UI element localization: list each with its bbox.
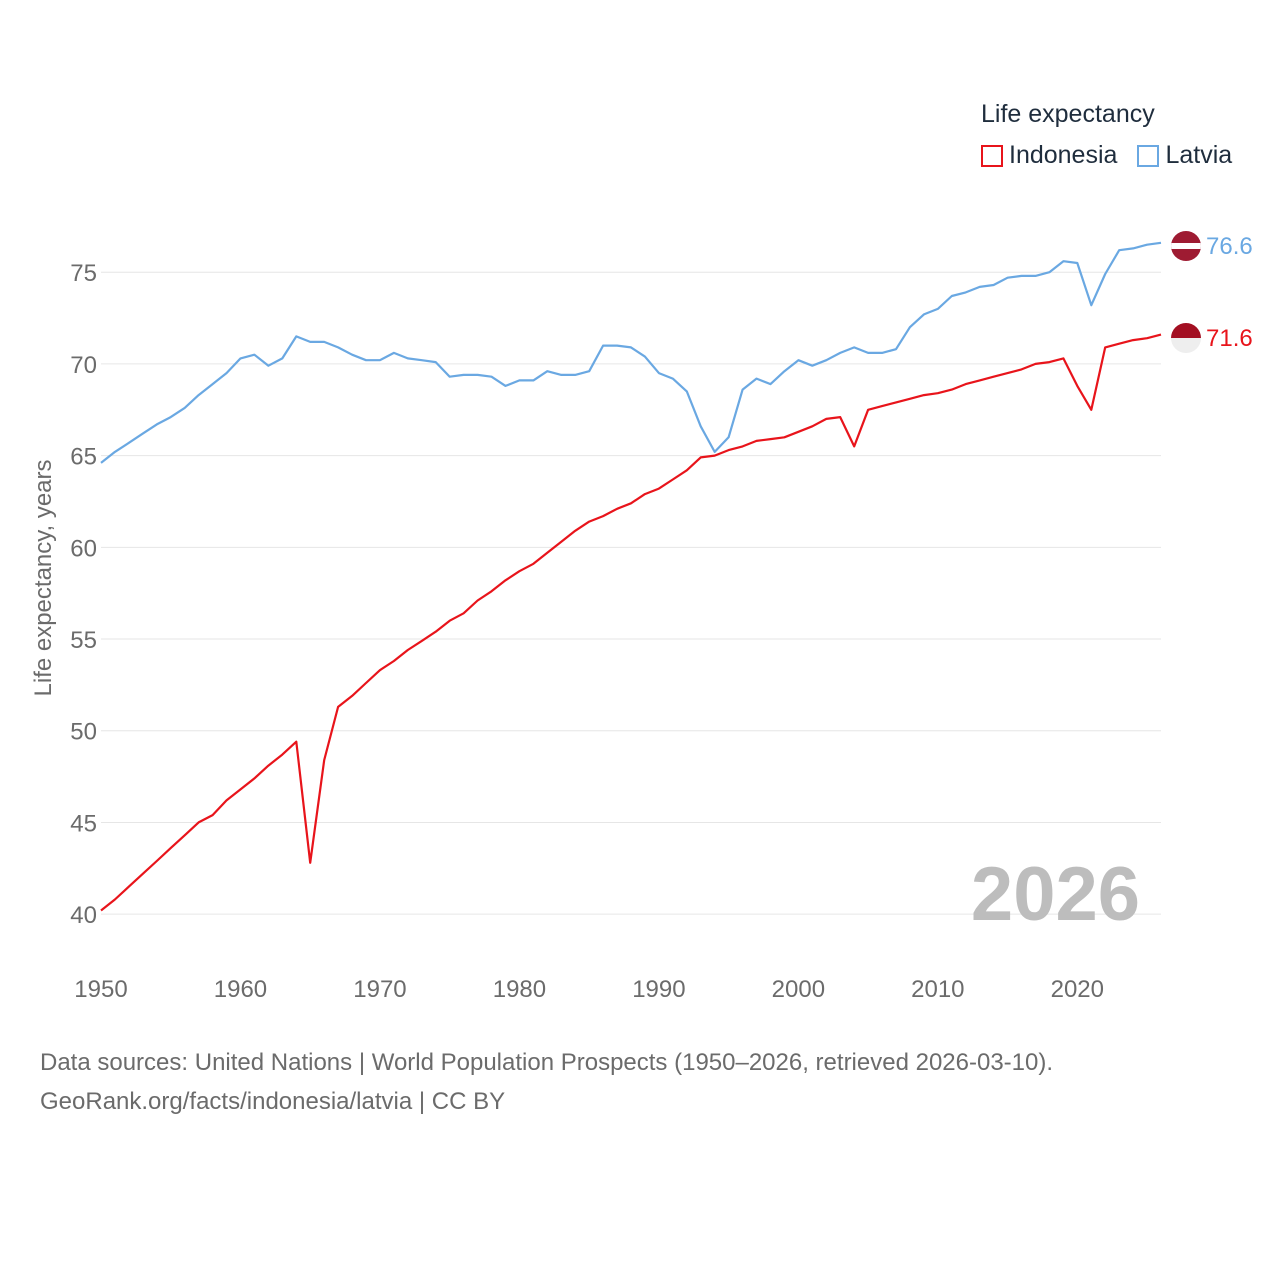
attribution-text: GeoRank.org/facts/indonesia/latvia | CC … [40,1088,506,1115]
x-tick-label: 1990 [632,976,685,1003]
y-axis-ticks: 40 45 50 55 60 65 70 75 [70,260,97,929]
data-source-text: Data sources: United Nations | World Pop… [40,1049,1054,1076]
grid-lines [101,271,1161,915]
legend-item-latvia[interactable]: Latvia [1137,141,1232,170]
end-value-labels: 71.6 76.6 [1206,233,1253,352]
x-tick-label: 2000 [772,976,825,1003]
end-label-latvia: 76.6 [1206,233,1253,260]
series-line-indonesia [100,333,1162,912]
x-tick-label: 1960 [214,976,267,1003]
y-tick-label: 60 [70,535,97,562]
end-flags [1171,231,1201,353]
footer: Data sources: United Nations | World Pop… [40,1043,1053,1121]
x-tick-label: 1950 [74,976,127,1003]
legend-title: Life expectancy [981,100,1155,128]
y-tick-label: 70 [70,352,97,379]
y-tick-label: 55 [70,627,97,654]
y-tick-label: 75 [70,260,97,287]
x-tick-label: 1980 [493,976,546,1003]
y-tick-label: 65 [70,444,97,471]
end-label-indonesia: 71.6 [1206,325,1253,352]
y-tick-label: 40 [70,902,97,929]
x-tick-label: 2010 [911,976,964,1003]
series-group [100,241,1162,912]
legend-label-indonesia: Indonesia [1009,141,1118,169]
line-chart: 40 45 50 55 60 65 70 75 1950 1960 1970 1980 1990 200… [30,231,1253,1003]
latvia-swatch-icon [1137,144,1160,167]
series-line-latvia [100,241,1162,464]
x-tick-label: 2020 [1051,976,1104,1003]
x-tick-label: 1970 [353,976,406,1003]
year-watermark: 2026 [971,852,1140,937]
latvia-flag-icon [1171,231,1201,261]
y-tick-label: 50 [70,719,97,746]
y-axis-label: Life expectancy, years [30,459,57,696]
x-axis-ticks: 1950 1960 1970 1980 1990 2000 2010 2020 [74,976,1104,1003]
y-tick-label: 45 [70,810,97,837]
indonesia-flag-icon [1171,323,1201,353]
indonesia-swatch-icon [981,144,1003,167]
legend: Life expectancy Indonesia Latvia [981,100,1232,170]
legend-item-indonesia[interactable]: Indonesia [981,141,1117,170]
legend-label-latvia: Latvia [1165,141,1233,169]
